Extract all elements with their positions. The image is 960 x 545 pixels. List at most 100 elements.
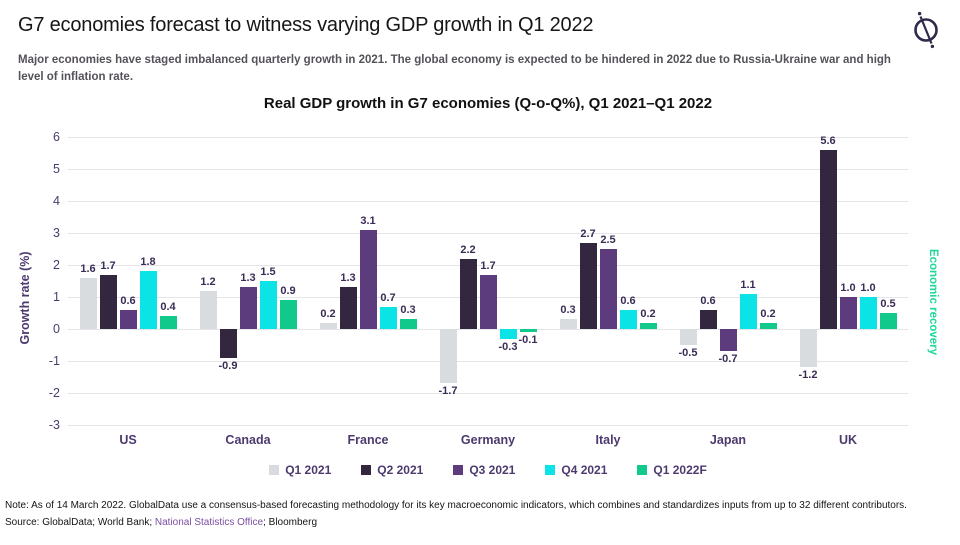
gridline (68, 233, 908, 234)
bar-value-label: 1.6 (80, 262, 96, 275)
bar-france-q1-2021 (319, 322, 337, 329)
bar-value-label: 0.5 (880, 298, 896, 310)
bar-value-label: 0.6 (700, 294, 716, 307)
bar-france-q3-2021 (359, 229, 377, 329)
bar-value-label: -0.5 (678, 347, 698, 359)
y-tick-label: -1 (48, 354, 60, 368)
y-tick-label: 2 (53, 258, 60, 272)
bar-germany-q1-2022f (519, 329, 537, 333)
bar-value-label: 2.5 (600, 234, 616, 246)
bar-value-label: -0.7 (718, 353, 738, 366)
legend-item-q4-2021: Q4 2021 (545, 463, 607, 477)
x-axis-label-canada: Canada (225, 433, 271, 447)
gridline (68, 393, 908, 394)
bar-us-q4-2021 (139, 271, 157, 329)
bar-italy-q1-2021 (559, 319, 577, 329)
bar-canada-q3-2021 (239, 287, 257, 329)
bar-value-label: -0.1 (518, 334, 538, 347)
legend-swatch (269, 465, 280, 475)
source-link-national-statistics-office[interactable]: National Statistics Office (154, 517, 264, 528)
bar-canada-q4-2021 (259, 281, 277, 329)
bar-value-label: 0.4 (160, 301, 176, 314)
gridline (68, 201, 908, 202)
legend-label: Q1 2021 (285, 463, 332, 477)
bar-us-q3-2021 (119, 309, 137, 329)
x-axis-label-us: US (119, 433, 137, 447)
x-axis-label-germany: Germany (460, 433, 516, 447)
bar-value-label: 0.6 (120, 294, 136, 307)
bar-japan-q3-2021 (719, 329, 737, 352)
bar-italy-q2-2021 (579, 242, 597, 329)
bar-value-label: 1.5 (260, 266, 276, 278)
bar-chart-plot-area: 1.6 1.7 0.6 1.8 0.4 1.2 -0.9 1.3 1.5 0.9 0.2 1.3 3.1… (68, 134, 908, 426)
page-title: G7 economies forecast to witness varying… (18, 14, 594, 36)
legend-label: Q4 2021 (561, 463, 608, 477)
bar-value-label: 0.7 (380, 291, 396, 304)
y-tick-label: 0 (53, 322, 60, 336)
y-tick-label: -2 (48, 386, 60, 400)
x-axis-label-japan: Japan (709, 433, 747, 447)
bar-value-label: 1.3 (240, 272, 256, 285)
legend-label: Q2 2021 (377, 463, 424, 477)
gridline (68, 329, 908, 330)
gridline (68, 425, 908, 426)
bar-germany-q3-2021 (479, 274, 497, 329)
bar-value-label: 1.7 (480, 259, 496, 272)
bar-value-label: 0.3 (560, 304, 576, 317)
legend-swatch (453, 465, 464, 475)
bar-value-label: 1.3 (340, 272, 356, 285)
bar-value-label: 5.6 (820, 134, 836, 147)
bar-value-label: 2.7 (580, 227, 596, 240)
bar-japan-q1-2022f (759, 322, 777, 329)
source-suffix: ; Bloomberg (263, 517, 318, 528)
y-tick-label: 4 (53, 194, 60, 208)
bar-value-label: 1.7 (100, 259, 116, 272)
bar-germany-q1-2021 (439, 329, 457, 384)
legend-swatch (361, 465, 372, 475)
bar-italy-q4-2021 (619, 309, 637, 329)
x-axis-labels: US Canada France Germany Italy Japan UK (68, 433, 908, 451)
legend-item-q3-2021: Q3 2021 (453, 463, 515, 477)
source-line: Source: GlobalData; World Bank; National… (5, 517, 905, 528)
bar-value-label: 0.6 (620, 294, 636, 307)
bar-value-label: 1.8 (140, 256, 156, 269)
bar-canada-q2-2021 (219, 329, 237, 358)
bar-france-q1-2022f (399, 319, 417, 329)
y-tick-label: -3 (48, 418, 60, 432)
bar-germany-q2-2021 (459, 258, 477, 329)
bar-uk-q2-2021 (819, 149, 837, 329)
bar-value-label: 0.2 (320, 307, 336, 320)
bar-italy-q1-2022f (639, 322, 657, 329)
bar-canada-q1-2022f (279, 300, 297, 329)
y-tick-label: 5 (53, 162, 60, 176)
bar-japan-q2-2021 (699, 309, 717, 329)
bar-uk-q3-2021 (839, 297, 857, 329)
gridline (68, 361, 908, 362)
bar-value-label: -1.7 (438, 385, 458, 398)
legend-label: Q3 2021 (469, 463, 516, 477)
x-axis-label-france: France (347, 433, 389, 447)
bar-value-label: 1.2 (200, 275, 216, 288)
bar-us-q1-2022f (159, 316, 177, 329)
bar-value-label: 2.2 (460, 243, 476, 256)
bar-value-label: -0.9 (218, 359, 238, 372)
bar-us-q1-2021 (79, 277, 97, 329)
bar-value-label: 1.0 (860, 282, 876, 294)
gridline (68, 265, 908, 266)
footnote: Note: As of 14 March 2022. GlobalData us… (5, 500, 907, 511)
bar-uk-q1-2021 (799, 329, 817, 368)
gridline (68, 169, 908, 170)
legend-item-q1-2022f: Q1 2022F (637, 463, 707, 477)
legend-item-q2-2021: Q2 2021 (361, 463, 423, 477)
legend-label: Q1 2022F (653, 463, 707, 477)
bar-value-label: 0.3 (400, 304, 416, 317)
y-axis-ticks: 6 5 4 3 2 1 0 -1 -2 -3 (28, 130, 60, 432)
x-axis-label-italy: Italy (595, 433, 621, 447)
y-tick-label: 3 (53, 226, 60, 240)
gridline (68, 137, 908, 138)
globaldata-logo-icon (914, 11, 938, 49)
bar-value-label: 1.0 (840, 282, 856, 294)
bar-france-q2-2021 (339, 287, 357, 329)
x-axis-label-uk: UK (838, 433, 858, 447)
bar-canada-q1-2021 (199, 290, 217, 329)
